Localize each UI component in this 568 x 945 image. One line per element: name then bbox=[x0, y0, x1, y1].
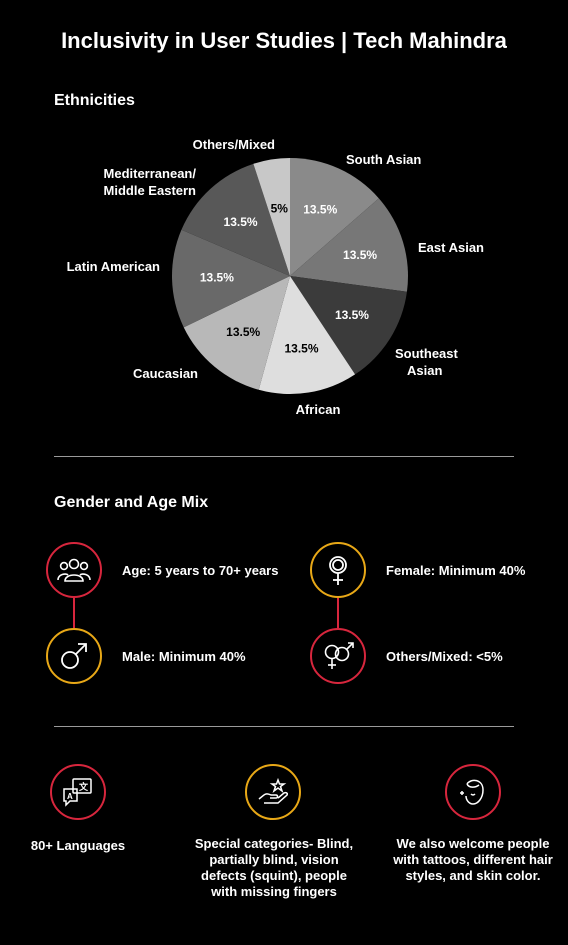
people-icon bbox=[57, 558, 91, 582]
pie-slice bbox=[290, 276, 407, 375]
female-icon bbox=[329, 556, 347, 585]
special-categories-circle bbox=[245, 764, 301, 820]
pie-value-label: 13.5% bbox=[343, 248, 377, 262]
pie-value-label: 13.5% bbox=[226, 325, 260, 339]
pie-category-label: Caucasian bbox=[133, 366, 198, 381]
languages-circle: 文 A bbox=[50, 764, 106, 820]
gender-age-heading: Gender and Age Mix bbox=[54, 494, 209, 511]
pie-category-label: Others/Mixed bbox=[193, 137, 275, 152]
welcome-text: We also welcome people with tattoos, dif… bbox=[393, 836, 553, 883]
welcome-circle bbox=[445, 764, 501, 820]
pie-slice bbox=[183, 276, 290, 390]
svg-text:A: A bbox=[67, 792, 73, 801]
divider bbox=[54, 726, 514, 727]
pie-category-label: Mediterranean/Middle Eastern bbox=[104, 166, 197, 198]
pie-category-label: South Asian bbox=[346, 152, 421, 167]
languages-icon: 文 A bbox=[63, 778, 92, 807]
ethnicities-heading: Ethnicities bbox=[54, 92, 135, 109]
pie-category-label: Southeast Asian bbox=[395, 346, 459, 378]
male-circle bbox=[46, 628, 102, 684]
others-mixed-circle bbox=[310, 628, 366, 684]
special-categories-text: Special categories- Blind, partially bli… bbox=[194, 836, 354, 899]
female-label: Female: Minimum 40% bbox=[386, 563, 526, 578]
pie-value-label: 5% bbox=[271, 201, 289, 215]
pie-category-label: African bbox=[296, 402, 341, 417]
connector-line bbox=[337, 598, 339, 628]
languages-text: 80+ Languages bbox=[30, 838, 126, 853]
hand-stars-icon bbox=[258, 777, 288, 804]
age-label: Age: 5 years to 70+ years bbox=[122, 563, 279, 578]
others-mixed-label: Others/Mixed: <5% bbox=[386, 649, 503, 664]
pie-value-label: 13.5% bbox=[200, 271, 234, 285]
pie-slice bbox=[290, 198, 408, 292]
pie-category-label: Latin American bbox=[67, 259, 160, 274]
pie-slice bbox=[290, 158, 379, 276]
pie-category-label: East Asian bbox=[418, 240, 484, 255]
pie-value-label: 13.5% bbox=[284, 341, 318, 355]
pie-slice bbox=[258, 276, 356, 394]
pie-slice bbox=[181, 163, 290, 276]
pie-value-label: 13.5% bbox=[224, 215, 258, 229]
female-circle bbox=[310, 542, 366, 598]
age-circle bbox=[46, 542, 102, 598]
face-sparkle-icon bbox=[460, 779, 484, 805]
connector-line bbox=[73, 598, 75, 628]
divider bbox=[54, 456, 514, 457]
page-title: Inclusivity in User Studies | Tech Mahin… bbox=[61, 28, 507, 53]
male-label: Male: Minimum 40% bbox=[122, 649, 246, 664]
svg-text:文: 文 bbox=[78, 781, 89, 792]
pie-value-label: 13.5% bbox=[335, 308, 369, 322]
gender-mixed-icon bbox=[324, 642, 354, 669]
male-icon bbox=[61, 643, 87, 669]
pie-slice bbox=[172, 229, 290, 328]
ethnicities-pie-chart: 13.5% South Asian 13.5% East Asian 13.5% Sout… bbox=[67, 137, 484, 417]
pie-slice bbox=[253, 158, 290, 276]
pie-value-label: 13.5% bbox=[303, 202, 337, 216]
